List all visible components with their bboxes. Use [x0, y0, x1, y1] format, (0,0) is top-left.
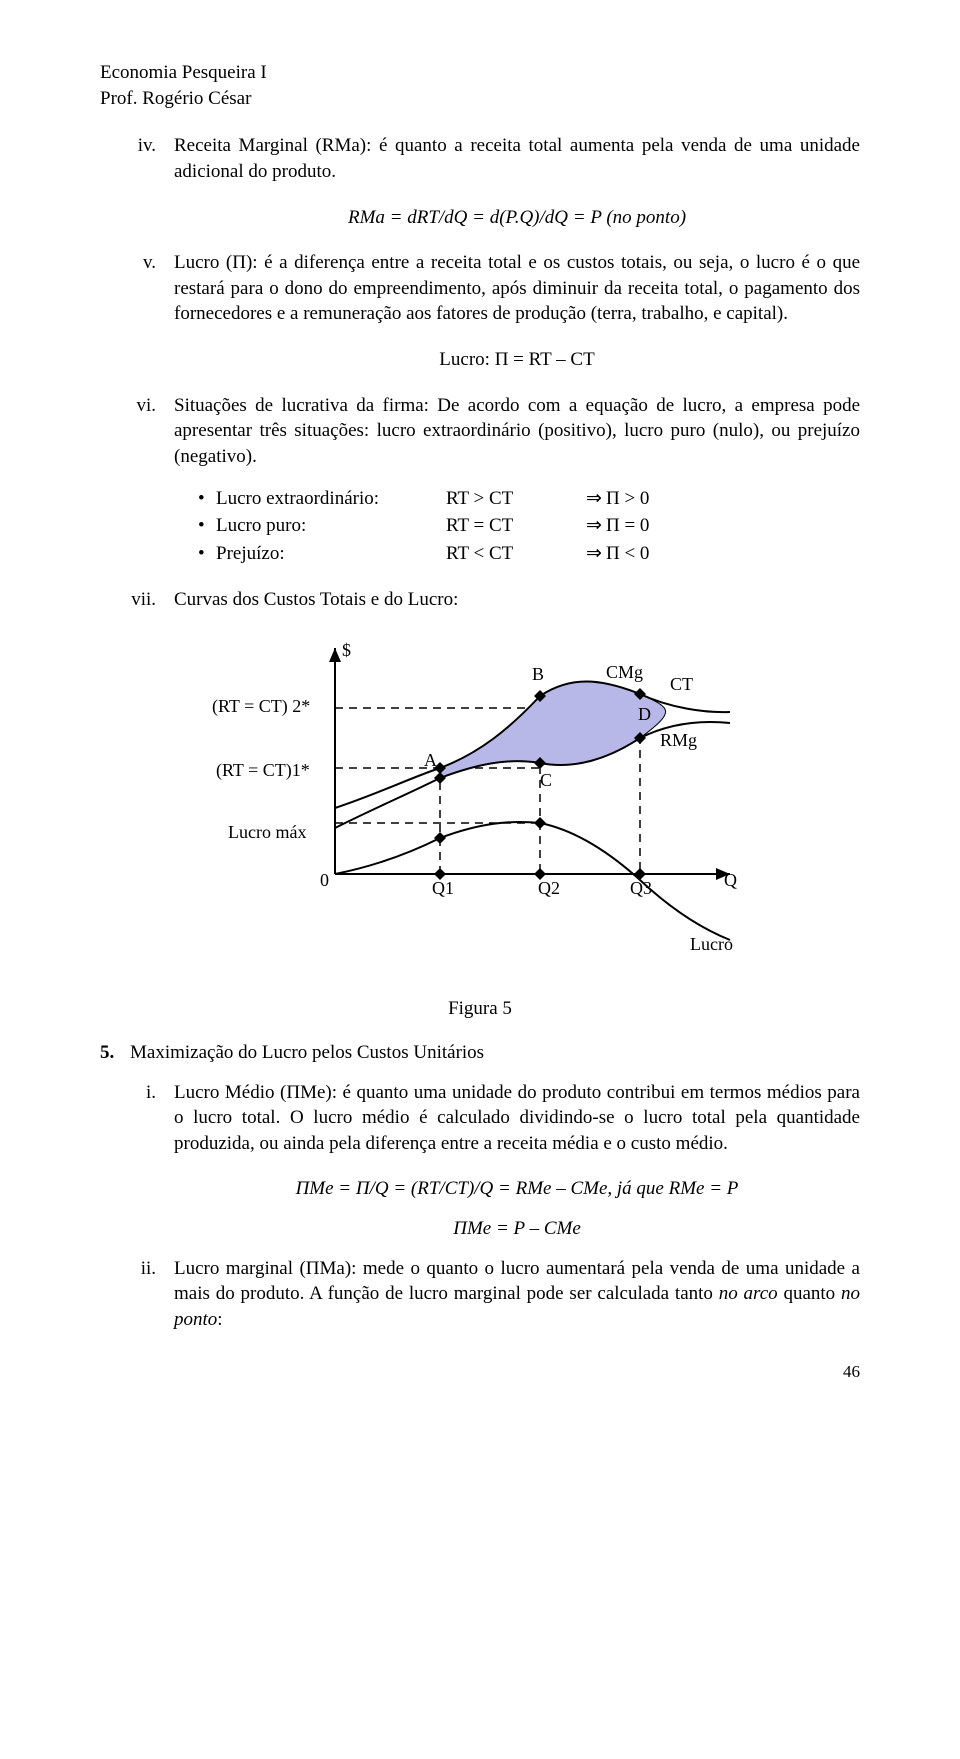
svg-text:Lucro máx: Lucro máx [228, 822, 306, 842]
svg-text:$: $ [342, 640, 351, 660]
page-number: 46 [100, 1361, 860, 1384]
bullet-dot-icon: • [198, 541, 216, 567]
item-vii-body: Curvas dos Custos Totais e do Lucro: [174, 587, 860, 613]
item-ii-num: ii. [100, 1256, 174, 1333]
svg-text:Q: Q [724, 870, 737, 890]
item-iv-formula: RMa = dRT/dQ = d(P.Q)/dQ = P (no ponto) [174, 205, 860, 231]
item-vi-bullets: • Lucro extraordinário: RT > CT ⇒ Π > 0 … [198, 486, 860, 567]
item-vi: vi. Situações de lucrativa da firma: De … [100, 393, 860, 470]
item-i-formula-2: ΠMe = P – CMe [174, 1216, 860, 1242]
item-v-body: Lucro (Π): é a diferença entre a receita… [174, 250, 860, 327]
bullet-dot-icon: • [198, 513, 216, 539]
item-iv-body: Receita Marginal (RMa): é quanto a recei… [174, 133, 860, 184]
svg-text:CMg: CMg [606, 662, 643, 682]
content-list: iv. Receita Marginal (RMa): é quanto a r… [100, 133, 860, 1332]
item-ii: ii. Lucro marginal (ΠMa): mede o quanto … [100, 1256, 860, 1333]
svg-text:(RT = CT)1*: (RT = CT)1* [216, 760, 310, 781]
svg-text:(RT = CT) 2*: (RT = CT) 2* [212, 696, 310, 717]
header-line-2: Prof. Rogério César [100, 86, 860, 112]
bullet-lucro-extra: • Lucro extraordinário: RT > CT ⇒ Π > 0 [198, 486, 860, 512]
item-i-num: i. [100, 1080, 174, 1157]
svg-text:A: A [424, 750, 437, 770]
svg-text:Lucro: Lucro [690, 934, 733, 954]
item-i: i. Lucro Médio (ΠMe): é quanto uma unida… [100, 1080, 860, 1157]
svg-text:Q2: Q2 [538, 878, 560, 898]
item-v-formula: Lucro: Π = RT – CT [174, 347, 860, 373]
svg-text:Q1: Q1 [432, 878, 454, 898]
item-v-num: v. [100, 250, 174, 327]
svg-text:CT: CT [670, 674, 693, 694]
figure-5: $ (RT = CT) 2* (RT = CT)1* Lucro máx 0 Q1 Q2 Q3… [100, 628, 860, 988]
section-5-heading: 5. Maximização do Lucro pelos Custos Uni… [100, 1040, 860, 1066]
page-header: Economia Pesqueira I Prof. Rogério César [100, 60, 860, 111]
svg-text:0: 0 [320, 870, 329, 890]
item-vii: vii. Curvas dos Custos Totais e do Lucro… [100, 587, 860, 613]
item-ii-body: Lucro marginal (ΠMa): mede o quanto o lu… [174, 1256, 860, 1333]
header-line-1: Economia Pesqueira I [100, 60, 860, 86]
bullet-dot-icon: • [198, 486, 216, 512]
svg-text:RMg: RMg [660, 730, 697, 750]
bullet-prejuizo: • Prejuízo: RT < CT ⇒ Π < 0 [198, 541, 860, 567]
item-vii-num: vii. [100, 587, 174, 613]
svg-text:C: C [540, 770, 552, 790]
item-iv: iv. Receita Marginal (RMa): é quanto a r… [100, 133, 860, 184]
svg-text:Q3: Q3 [630, 878, 652, 898]
item-iv-num: iv. [100, 133, 174, 184]
figure-5-caption: Figura 5 [100, 996, 860, 1022]
svg-text:D: D [638, 704, 651, 724]
item-v: v. Lucro (Π): é a diferença entre a rece… [100, 250, 860, 327]
svg-text:B: B [532, 664, 544, 684]
item-i-formula-1: ΠMe = Π/Q = (RT/CT)/Q = RMe – CMe, já qu… [174, 1176, 860, 1202]
item-vi-body: Situações de lucrativa da firma: De acor… [174, 393, 860, 470]
item-vi-num: vi. [100, 393, 174, 470]
item-i-body: Lucro Médio (ΠMe): é quanto uma unidade … [174, 1080, 860, 1157]
cost-profit-curves-chart: $ (RT = CT) 2* (RT = CT)1* Lucro máx 0 Q1 Q2 Q3… [200, 628, 760, 988]
bullet-lucro-puro: • Lucro puro: RT = CT ⇒ Π = 0 [198, 513, 860, 539]
